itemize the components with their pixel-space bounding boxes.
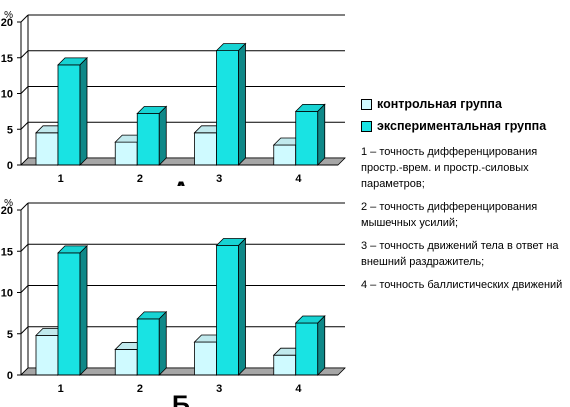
y-tick-diagonal <box>20 50 29 59</box>
y-tick-label: 15 <box>1 53 13 65</box>
note-1: 1 – точность дифференцирования простр.-в… <box>361 146 538 190</box>
bar-side <box>317 103 326 166</box>
legend-label-control: контрольная группа <box>377 97 502 111</box>
bar-experimental <box>136 318 160 376</box>
bar-control <box>35 132 59 166</box>
bar-experimental <box>295 110 319 166</box>
legend-item-control: контрольная группа <box>361 93 566 115</box>
chart-a: 0 5 10 15 20% 1 2 3 4 А <box>1 10 346 186</box>
bar-control <box>194 132 217 166</box>
y-tick-diagonal <box>20 202 29 211</box>
x-tick-label: 1 <box>58 173 64 185</box>
x-tick-label: 4 <box>295 383 302 395</box>
y-tick-label: 10 <box>1 89 13 101</box>
bar-experimental <box>216 50 239 166</box>
chart-title: Б <box>172 391 190 407</box>
legend: контрольная группа экспериментальная гру… <box>361 93 566 137</box>
chart-title: А <box>172 177 190 186</box>
bar-side <box>79 244 88 376</box>
x-tick-label: 2 <box>137 173 143 185</box>
bar-control <box>114 141 138 166</box>
legend-swatch-control <box>361 98 372 110</box>
x-tick-label: 2 <box>137 383 143 395</box>
bar-experimental <box>57 252 81 376</box>
y-tick-diagonal <box>20 285 29 293</box>
note-4: 4 – точность баллистических движений <box>361 279 563 291</box>
bar-side <box>238 237 246 376</box>
bar-side <box>238 42 246 166</box>
y-tick-label: 10 <box>1 288 13 300</box>
y-tick-label: 0 <box>7 160 13 172</box>
note-3: 3 – точность движений тела в ответ на вн… <box>361 240 559 268</box>
x-tick-label: 3 <box>216 383 222 395</box>
y-tick-label: 0 <box>7 370 13 382</box>
bar-experimental <box>216 245 239 376</box>
y-tick-diagonal <box>20 86 29 94</box>
x-tick-label: 1 <box>58 383 64 395</box>
y-tick-label: 20 <box>1 17 13 29</box>
bar-control <box>194 341 217 376</box>
bar-control <box>273 144 297 166</box>
bar-control <box>114 349 138 376</box>
bar-experimental <box>57 64 81 166</box>
y-tick-diagonal <box>20 121 29 130</box>
chart-b: 0 5 10 15 20% 1 2 3 4 Б <box>1 198 346 407</box>
notes: 1 – точность дифференцирования простр.-в… <box>361 144 569 300</box>
y-axis-unit: % <box>4 10 13 21</box>
y-tick-diagonal <box>20 14 29 23</box>
bar-experimental <box>136 113 160 166</box>
y-tick-label: 5 <box>7 329 13 341</box>
legend-label-experimental: экспериментальная группа <box>377 119 547 133</box>
bar-side <box>79 56 88 166</box>
legend-swatch-experimental <box>361 120 372 132</box>
note-2: 2 – точность дифференцирования мышечных … <box>361 201 538 229</box>
legend-item-experimental: экспериментальная группа <box>361 115 566 137</box>
y-tick-label: 5 <box>7 124 13 136</box>
y-tick-diagonal <box>20 243 29 252</box>
x-tick-label: 3 <box>216 173 222 185</box>
bar-control <box>35 334 59 376</box>
bar-side <box>158 105 167 166</box>
bar-experimental <box>295 322 319 376</box>
y-tick-label: 20 <box>1 205 13 217</box>
bar-side <box>317 315 326 376</box>
bar-control <box>273 354 297 376</box>
bar-side <box>158 310 167 376</box>
y-tick-label: 15 <box>1 246 13 258</box>
x-tick-label: 4 <box>295 173 302 185</box>
y-axis-unit: % <box>4 198 13 209</box>
y-tick-diagonal <box>20 326 29 335</box>
